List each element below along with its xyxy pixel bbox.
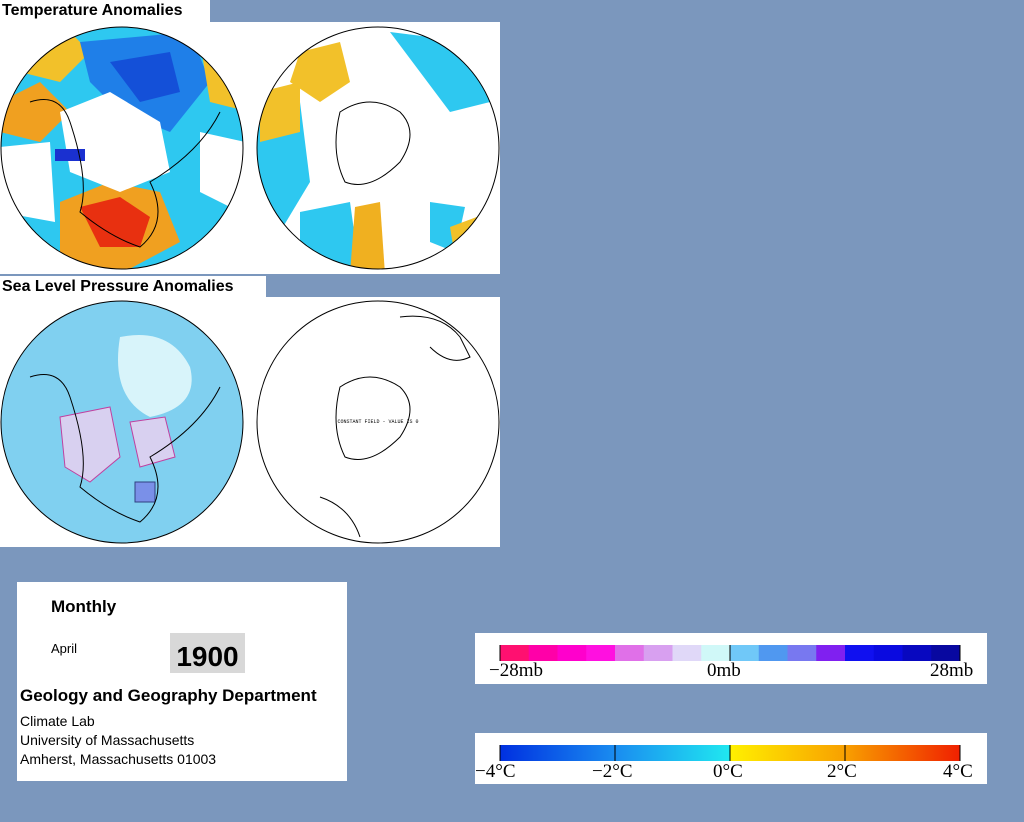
scale-swatch <box>557 645 587 661</box>
scale-swatch <box>701 645 731 661</box>
scale-label: −4°C <box>475 761 516 782</box>
department: Geology and Geography Department <box>20 686 317 705</box>
scale-swatch <box>528 645 558 661</box>
scale-swatch <box>787 645 817 661</box>
scale-label: 28mb <box>930 660 974 681</box>
pressure-scale: −28mb 0mb 28mb <box>475 633 987 684</box>
temperature-scale: −4°C −2°C 0°C 2°C 4°C <box>475 733 987 784</box>
pressure-title: Sea Level Pressure Anomalies <box>0 276 266 298</box>
scale-label: 2°C <box>827 761 857 782</box>
address: Climate Lab University of Massachusetts … <box>20 712 216 769</box>
scale-swatch <box>586 645 616 661</box>
scale-swatch <box>672 645 702 661</box>
scale-swatch <box>730 645 760 661</box>
scale-swatch <box>931 645 961 661</box>
info-box: Monthly April 1900 Geology and Geography… <box>17 582 347 781</box>
address-line: Climate Lab <box>20 713 95 729</box>
address-line: Amherst, Massachusetts 01003 <box>20 751 217 767</box>
pressure-colorbar <box>499 645 961 661</box>
scale-swatch <box>615 645 645 661</box>
north-pressure-field <box>1 301 243 543</box>
constant-field-note: CONSTANT FIELD - VALUE IS 0 <box>337 419 418 425</box>
temperature-panel <box>0 22 500 274</box>
scale-swatch <box>845 645 875 661</box>
temperature-title: Temperature Anomalies <box>0 0 210 22</box>
pressure-maps: CONSTANT FIELD - VALUE IS 0 <box>0 300 500 544</box>
scale-swatch <box>902 645 932 661</box>
temperature-colorbar <box>499 745 961 761</box>
period: Monthly <box>51 597 117 616</box>
north-temp-field <box>1 27 243 269</box>
scale-swatch <box>500 645 530 661</box>
south-temp-field <box>257 27 499 269</box>
scale-label: 0°C <box>713 761 743 782</box>
address-line: University of Massachusetts <box>20 732 195 748</box>
pressure-panel: CONSTANT FIELD - VALUE IS 0 <box>0 297 500 547</box>
scale-swatch <box>816 645 846 661</box>
year: 1900 <box>170 633 245 673</box>
south-pressure-globe <box>256 300 500 544</box>
scale-swatch <box>758 645 788 661</box>
scale-label: 0mb <box>707 660 741 681</box>
month: April <box>51 641 78 656</box>
scale-label: −28mb <box>489 660 543 681</box>
scale-label: 4°C <box>943 761 973 782</box>
scale-label: −2°C <box>592 761 633 782</box>
scale-swatch <box>643 645 673 661</box>
temperature-maps <box>0 26 500 270</box>
scale-swatch <box>873 645 903 661</box>
